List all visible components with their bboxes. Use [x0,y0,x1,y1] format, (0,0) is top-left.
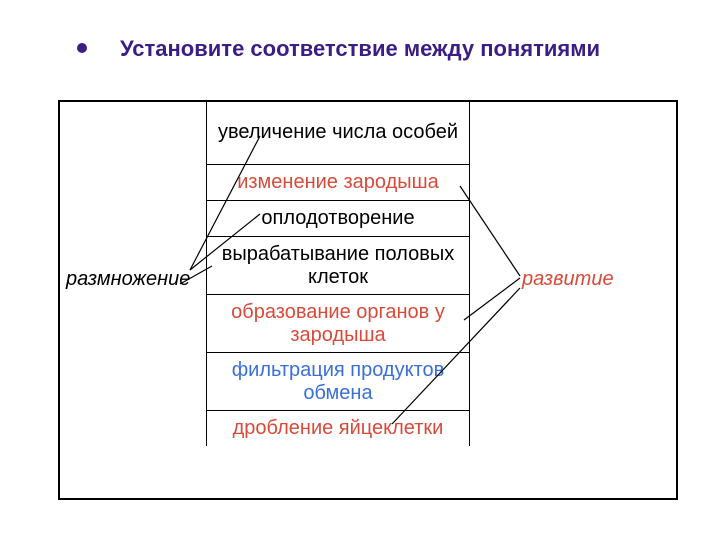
right-category-label: развитие [522,268,614,291]
concept-cell: оплодотворение [206,200,470,236]
concept-cell: увеличение числа особей [206,100,470,164]
left-category-label: размножение [66,268,190,291]
page-title: Установите соответствие между понятиями [0,36,720,62]
concept-cell: изменение зародыша [206,164,470,200]
concept-cell: вырабатывание половых клеток [206,236,470,294]
concept-cell: фильтрация продуктов обмена [206,352,470,410]
concept-cell: дробление яйцеклетки [206,410,470,446]
title-bullet-icon [77,43,87,53]
concept-cell: образование органов у зародыша [206,294,470,352]
